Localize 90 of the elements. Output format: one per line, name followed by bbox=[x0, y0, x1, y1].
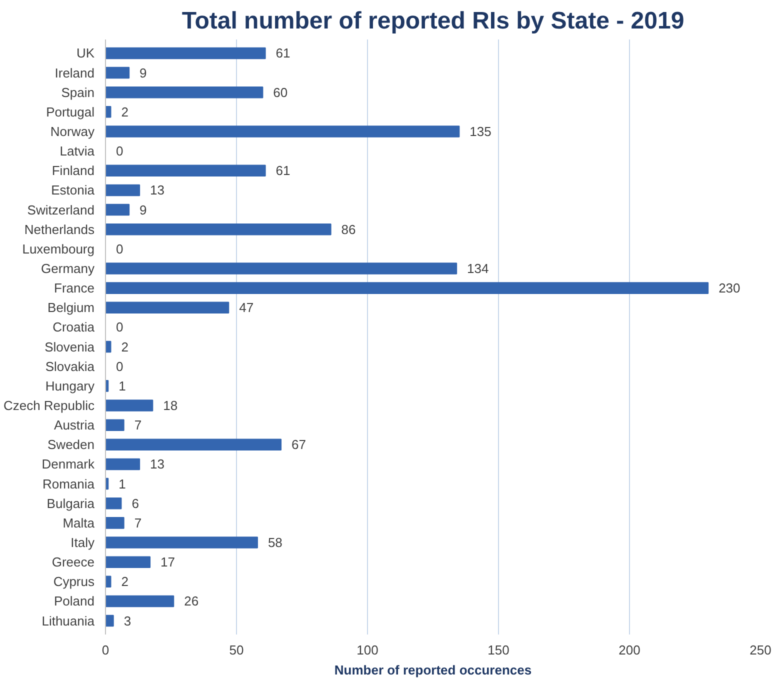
data-label: 61 bbox=[276, 163, 290, 178]
y-tick-label: Slovenia bbox=[44, 339, 96, 354]
x-tick-label: 200 bbox=[618, 642, 640, 658]
data-label: 2 bbox=[121, 339, 128, 354]
data-label: 60 bbox=[273, 84, 288, 100]
y-tick-label: Austria bbox=[54, 418, 96, 433]
y-tick-label: Hungary bbox=[45, 378, 95, 394]
x-axis-title: Number of reported occurences bbox=[334, 662, 532, 678]
bar bbox=[106, 302, 230, 314]
data-label: 67 bbox=[292, 437, 306, 452]
data-label: 13 bbox=[150, 182, 165, 198]
y-tick-label: Slovakia bbox=[45, 358, 96, 374]
data-label: 7 bbox=[134, 515, 142, 530]
y-tick-label: Greece bbox=[52, 554, 95, 570]
data-label: 0 bbox=[116, 358, 124, 374]
bar bbox=[106, 47, 266, 60]
y-tick-label: Denmark bbox=[42, 456, 95, 472]
bar bbox=[106, 458, 140, 470]
data-label: 0 bbox=[116, 144, 124, 159]
bar bbox=[106, 204, 130, 216]
bar bbox=[106, 86, 264, 98]
bar bbox=[106, 106, 112, 118]
data-label: 58 bbox=[268, 535, 282, 550]
y-tick-label: Netherlands bbox=[24, 222, 95, 237]
x-tick-label: 250 bbox=[750, 642, 772, 658]
y-tick-label: Finland bbox=[52, 163, 95, 178]
data-label: 135 bbox=[470, 124, 492, 139]
y-tick-label: Czech Republic bbox=[3, 398, 95, 414]
bar bbox=[106, 223, 332, 236]
y-tick-label: Ireland bbox=[54, 65, 94, 80]
y-tick-label: Portugal bbox=[46, 104, 95, 120]
x-tick-label: 0 bbox=[102, 642, 110, 658]
y-tick-label: Switzerland bbox=[27, 202, 95, 218]
data-label: 18 bbox=[163, 398, 178, 414]
x-tick-label: 50 bbox=[229, 642, 244, 658]
bar bbox=[106, 517, 124, 529]
y-tick-label: Croatia bbox=[52, 320, 96, 335]
data-label: 1 bbox=[118, 476, 126, 492]
bar bbox=[106, 282, 709, 294]
y-tick-label: Latvia bbox=[60, 144, 96, 159]
bar bbox=[106, 497, 122, 510]
y-tick-label: France bbox=[54, 280, 95, 296]
data-label: 13 bbox=[150, 456, 165, 472]
data-label: 1 bbox=[118, 378, 126, 394]
bar bbox=[106, 126, 460, 138]
y-tick-label: Norway bbox=[50, 124, 95, 139]
chart-title: Total number of reported RIs by State - 2019 bbox=[182, 8, 684, 34]
y-tick-label: Luxembourg bbox=[22, 241, 95, 256]
bar bbox=[106, 184, 140, 196]
bar bbox=[106, 536, 258, 548]
y-tick-label: UK bbox=[76, 46, 95, 61]
y-tick-label: Malta bbox=[62, 515, 96, 530]
data-label: 0 bbox=[116, 241, 124, 256]
y-tick-label: Bulgaria bbox=[46, 496, 96, 511]
y-tick-label: Sweden bbox=[48, 437, 95, 452]
x-tick-label: 150 bbox=[488, 642, 510, 658]
bar bbox=[106, 164, 266, 177]
y-tick-label: Cyprus bbox=[53, 574, 95, 590]
data-label: 26 bbox=[184, 594, 199, 609]
data-label: 86 bbox=[341, 222, 356, 237]
y-tick-label: Belgium bbox=[48, 300, 94, 316]
data-label: 2 bbox=[121, 104, 128, 120]
data-label: 3 bbox=[124, 613, 132, 628]
x-tick-label: 100 bbox=[356, 642, 378, 658]
bar bbox=[106, 595, 174, 608]
bar bbox=[106, 438, 282, 451]
bar bbox=[106, 556, 151, 568]
bar bbox=[106, 614, 114, 627]
data-label: 6 bbox=[132, 496, 139, 511]
data-label: 0 bbox=[116, 320, 124, 335]
data-label: 47 bbox=[239, 300, 254, 316]
bar bbox=[106, 400, 154, 412]
y-tick-label: Poland bbox=[54, 594, 95, 609]
y-tick-label: Lithuania bbox=[42, 613, 96, 628]
bar bbox=[106, 419, 124, 431]
y-tick-label: Germany bbox=[41, 260, 95, 276]
data-label: 230 bbox=[718, 280, 740, 296]
y-tick-label: Romania bbox=[42, 476, 96, 492]
data-label: 2 bbox=[121, 574, 128, 590]
y-tick-label: Italy bbox=[70, 535, 95, 550]
data-label: 7 bbox=[134, 418, 142, 433]
data-label: 17 bbox=[160, 554, 175, 570]
data-label: 9 bbox=[140, 202, 147, 218]
bar bbox=[106, 262, 458, 274]
y-tick-label: Estonia bbox=[51, 182, 96, 198]
bar bbox=[106, 66, 130, 79]
data-label: 61 bbox=[276, 46, 290, 61]
data-label: 134 bbox=[467, 260, 489, 276]
y-tick-label: Spain bbox=[61, 84, 94, 100]
data-label: 9 bbox=[140, 65, 147, 80]
